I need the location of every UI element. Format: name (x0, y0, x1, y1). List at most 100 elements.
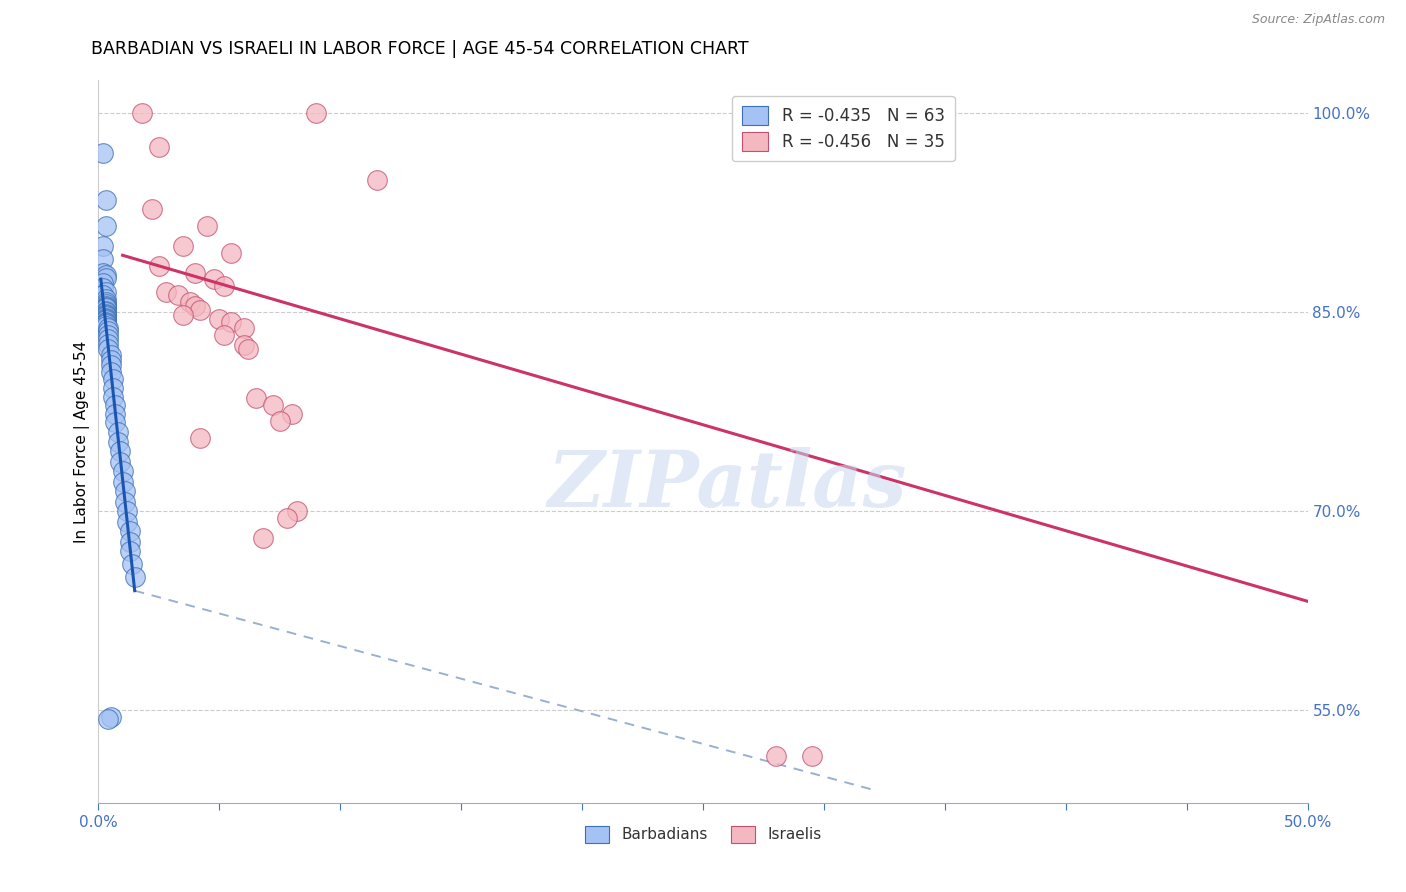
Point (91, 266, 114, 280)
Point (91, 146, 114, 161)
Point (117, 515, 139, 529)
Point (101, 371, 124, 385)
Point (94, 299, 117, 313)
Point (100, 359, 122, 373)
Point (97, 321, 120, 335)
Point (91, 239, 114, 253)
Point (212, 278, 235, 293)
Point (100, 348, 122, 362)
Point (179, 294, 201, 309)
Point (94, 317, 117, 331)
Point (131, 106, 153, 120)
Point (118, 534, 141, 549)
Point (245, 392, 267, 406)
Point (100, 365, 122, 379)
Point (172, 308, 194, 322)
Point (107, 435, 129, 450)
Point (212, 327, 235, 342)
Point (94, 305, 117, 319)
Point (94, 313, 117, 327)
Point (188, 431, 211, 445)
Point (107, 425, 129, 439)
Point (94, 193, 117, 207)
Point (281, 408, 304, 422)
Point (94, 297, 117, 311)
Point (94, 292, 117, 306)
Point (101, 381, 124, 395)
Point (94, 270, 117, 285)
Point (148, 259, 170, 273)
Point (94, 304, 117, 318)
Point (94, 316, 117, 330)
Text: Source: ZipAtlas.com: Source: ZipAtlas.com (1251, 13, 1385, 27)
Point (94, 285, 117, 300)
Point (765, 749, 787, 764)
Point (221, 245, 243, 260)
Point (118, 544, 141, 558)
Point (94, 314, 117, 328)
Point (94, 268, 117, 282)
Point (167, 288, 190, 302)
Point (104, 415, 127, 429)
Point (276, 510, 298, 524)
Point (104, 398, 127, 412)
Point (148, 139, 170, 153)
Point (124, 570, 146, 584)
Point (285, 504, 308, 518)
Point (155, 285, 177, 300)
Point (184, 299, 207, 313)
Y-axis label: In Labor Force | Age 45-54: In Labor Force | Age 45-54 (75, 341, 90, 542)
Point (94, 310, 117, 324)
Point (97, 712, 120, 726)
Point (97, 337, 120, 351)
Point (94, 307, 117, 321)
Point (269, 414, 291, 428)
Point (117, 504, 139, 518)
Point (195, 219, 218, 233)
Point (94, 310, 117, 325)
Point (188, 302, 211, 317)
Point (97, 343, 120, 357)
Point (114, 484, 136, 499)
Point (97, 332, 120, 346)
Text: ZIPatlas: ZIPatlas (547, 447, 907, 523)
Point (232, 338, 254, 352)
Point (108, 444, 131, 458)
Point (91, 252, 114, 267)
Point (101, 390, 124, 404)
Point (94, 308, 117, 322)
Point (252, 531, 274, 545)
Point (184, 266, 207, 280)
Point (104, 408, 127, 422)
Point (94, 318, 117, 333)
Point (765, 106, 787, 120)
Point (238, 343, 260, 357)
Point (232, 321, 254, 335)
Point (91, 276, 114, 290)
Point (94, 294, 117, 309)
Point (94, 312, 117, 326)
Point (100, 353, 122, 368)
Point (100, 709, 122, 723)
Point (97, 324, 120, 338)
Point (97, 327, 120, 342)
Point (114, 495, 136, 509)
Point (141, 202, 163, 216)
Point (91, 281, 114, 295)
Text: BARBADIAN VS ISRAELI IN LABOR FORCE | AGE 45-54 CORRELATION CHART: BARBADIAN VS ISRAELI IN LABOR FORCE | AG… (91, 40, 749, 58)
Point (204, 272, 226, 286)
Point (121, 557, 143, 571)
Point (111, 464, 134, 478)
Point (94, 300, 117, 314)
Point (94, 301, 117, 316)
Point (111, 475, 134, 489)
Point (305, 106, 328, 120)
Point (172, 239, 194, 253)
Point (94, 219, 117, 233)
Point (91, 288, 114, 302)
Point (800, 749, 823, 764)
Point (108, 455, 131, 469)
Point (366, 172, 388, 186)
Point (262, 398, 284, 412)
Point (118, 524, 141, 538)
